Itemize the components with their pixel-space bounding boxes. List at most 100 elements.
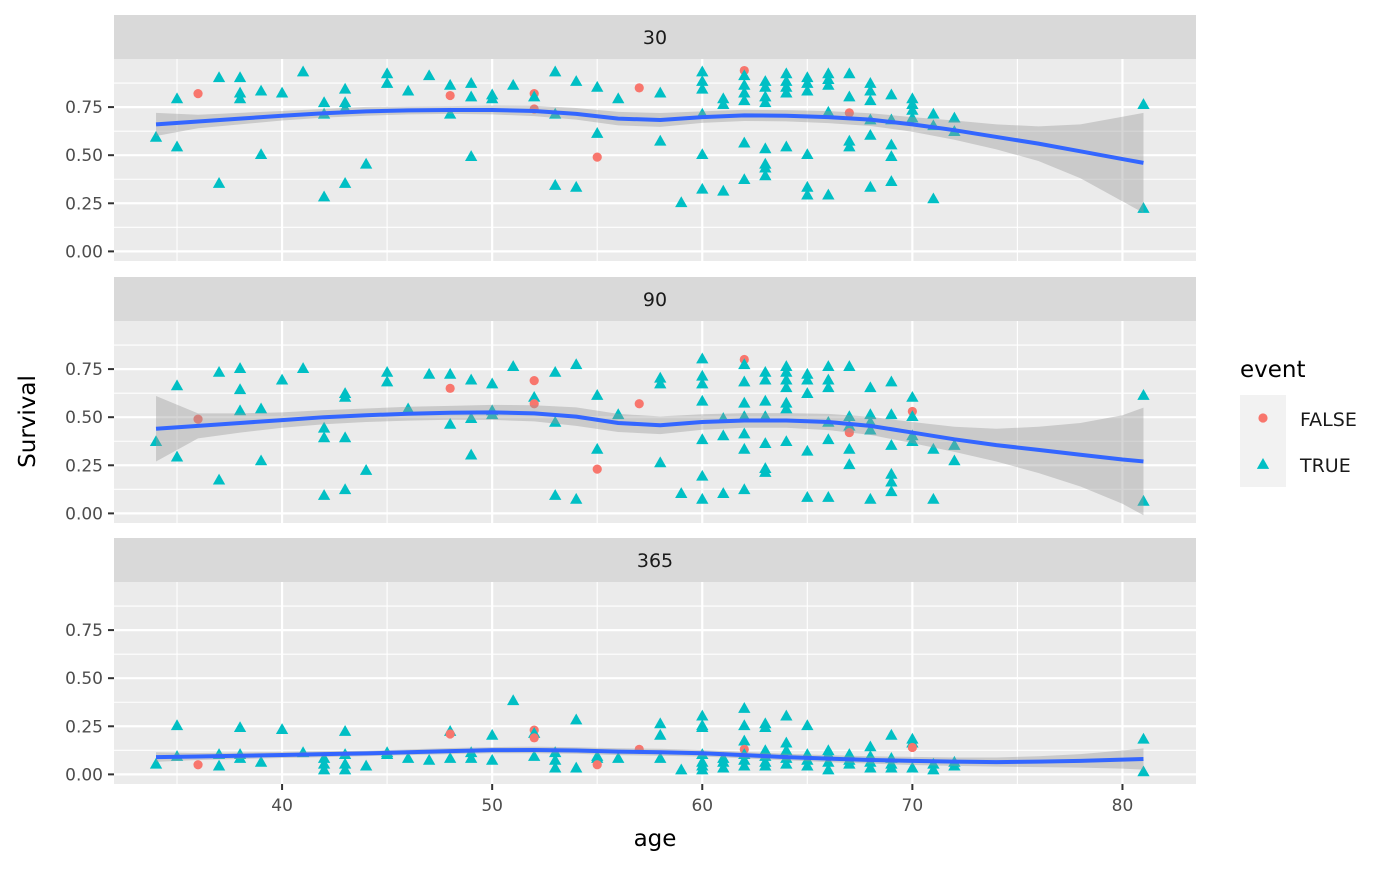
point-true bbox=[864, 408, 877, 420]
point-true bbox=[465, 448, 478, 460]
point-false bbox=[193, 414, 203, 424]
legend-key-triangle bbox=[1256, 458, 1270, 469]
point-true bbox=[843, 360, 856, 372]
point-true bbox=[864, 94, 877, 106]
point-true bbox=[780, 75, 793, 86]
point-true bbox=[780, 373, 793, 385]
point-true bbox=[507, 360, 520, 372]
point-true bbox=[696, 763, 709, 775]
point-true bbox=[801, 387, 814, 398]
point-true bbox=[696, 394, 709, 406]
point-true bbox=[885, 175, 898, 186]
point-true bbox=[612, 408, 625, 420]
point-true bbox=[612, 92, 625, 104]
point-true bbox=[317, 421, 331, 433]
point-true bbox=[465, 150, 478, 161]
point-true bbox=[780, 736, 793, 748]
point-true bbox=[465, 373, 478, 385]
point-true bbox=[738, 753, 751, 765]
point-true bbox=[570, 492, 583, 504]
point-true bbox=[654, 456, 667, 468]
point-true bbox=[801, 148, 814, 160]
point-true bbox=[906, 98, 919, 110]
point-true bbox=[296, 65, 310, 77]
panel-background bbox=[114, 59, 1196, 261]
point-true bbox=[801, 444, 814, 456]
point-true bbox=[738, 78, 751, 90]
point-true bbox=[254, 755, 268, 767]
point-true bbox=[591, 442, 604, 454]
point-true bbox=[780, 80, 793, 92]
point-true bbox=[822, 490, 835, 502]
point-true bbox=[759, 410, 772, 422]
point-true bbox=[948, 454, 961, 466]
point-true bbox=[738, 86, 751, 98]
point-true bbox=[401, 402, 415, 414]
point-true bbox=[549, 415, 562, 427]
point-true bbox=[570, 180, 583, 192]
point-true bbox=[948, 759, 961, 771]
point-true bbox=[170, 140, 184, 152]
point-true bbox=[885, 728, 898, 740]
y-tick-label: 0.00 bbox=[65, 242, 103, 262]
point-true bbox=[591, 127, 604, 138]
point-true bbox=[801, 490, 814, 502]
point-true bbox=[822, 67, 835, 79]
point-true bbox=[885, 88, 898, 100]
point-true bbox=[317, 489, 331, 500]
point-true bbox=[591, 389, 604, 400]
point-true bbox=[317, 757, 331, 769]
smooth-line bbox=[155, 747, 1144, 765]
point-false bbox=[634, 83, 644, 93]
point-false bbox=[844, 427, 854, 438]
facet-strip-label: 30 bbox=[643, 27, 667, 49]
point-true bbox=[486, 728, 499, 740]
point-true bbox=[696, 469, 709, 481]
point-true bbox=[864, 381, 877, 393]
point-true bbox=[338, 483, 352, 495]
point-true bbox=[401, 751, 415, 763]
y-tick-label: 0.25 bbox=[65, 194, 103, 214]
point-true bbox=[780, 402, 793, 414]
point-true bbox=[1137, 732, 1150, 744]
point-true bbox=[822, 755, 835, 767]
point-true bbox=[1137, 389, 1150, 400]
point-false bbox=[445, 90, 455, 101]
point-true bbox=[801, 180, 814, 192]
point-true bbox=[443, 78, 457, 90]
point-true bbox=[801, 188, 814, 200]
point-true bbox=[822, 73, 835, 85]
point-true bbox=[486, 92, 499, 104]
point-true bbox=[759, 394, 772, 406]
point-true bbox=[654, 371, 667, 383]
point-true bbox=[443, 367, 457, 379]
point-false bbox=[445, 729, 455, 739]
facet-panel-90: 90 0.00 0.25 0.50 0.75 bbox=[65, 277, 1196, 524]
point-true bbox=[338, 96, 352, 108]
point-true bbox=[864, 84, 877, 96]
point-true bbox=[759, 744, 772, 756]
point-false bbox=[592, 464, 602, 474]
point-true bbox=[338, 757, 352, 769]
point-true bbox=[233, 383, 247, 395]
point-true bbox=[549, 753, 562, 765]
point-true bbox=[759, 142, 772, 154]
facet-panel-30: 30 0.00 0.25 0.50 0.75 bbox=[65, 15, 1196, 262]
facet-strip bbox=[114, 277, 1196, 321]
point-true bbox=[696, 65, 709, 77]
y-tick-label: 0.75 bbox=[65, 98, 103, 118]
point-true bbox=[822, 105, 835, 117]
point-false bbox=[529, 376, 539, 386]
point-true bbox=[843, 140, 856, 152]
point-true bbox=[654, 751, 667, 763]
point-true bbox=[570, 761, 583, 773]
point-true bbox=[338, 390, 352, 402]
point-true bbox=[906, 111, 919, 123]
point-true bbox=[906, 429, 919, 441]
point-true bbox=[738, 173, 751, 185]
point-true bbox=[801, 759, 814, 771]
point-true bbox=[801, 719, 814, 731]
point-true bbox=[696, 433, 709, 445]
legend-label-false: FALSE bbox=[1300, 409, 1357, 431]
